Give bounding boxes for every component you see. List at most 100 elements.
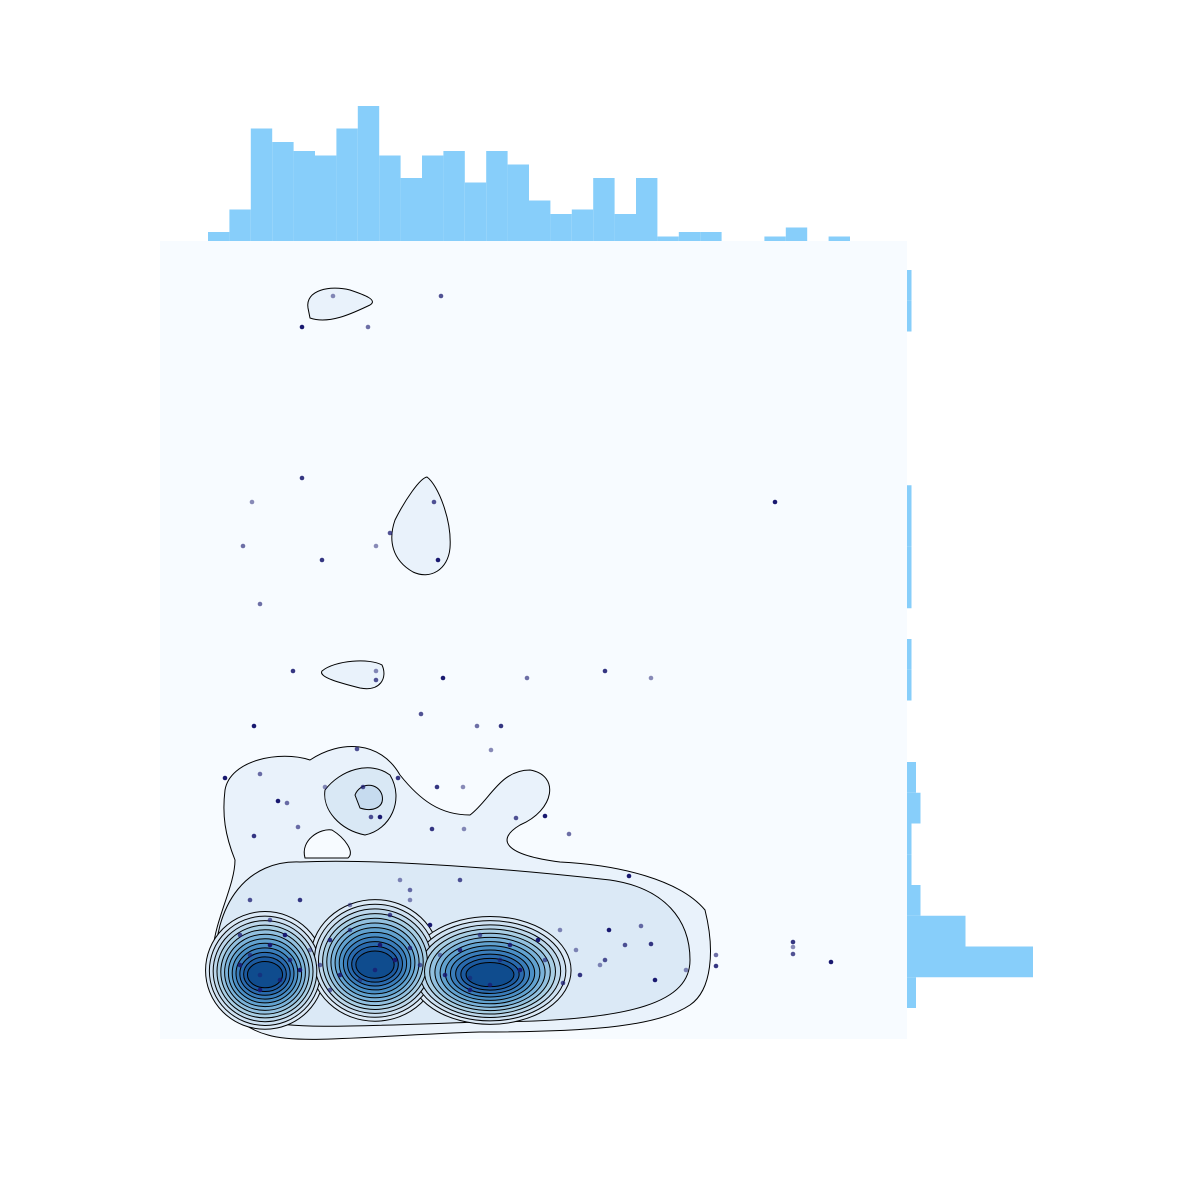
scatter-point (330, 293, 336, 299)
histogram-bar (907, 546, 912, 578)
histogram-bar (315, 155, 337, 241)
scatter-point (457, 947, 463, 953)
scatter-point (299, 475, 305, 481)
scatter-point (290, 668, 296, 674)
scatter-point (275, 798, 281, 804)
histogram-bar (657, 236, 679, 241)
scatter-point (626, 873, 632, 879)
contour (321, 660, 385, 690)
scatter-point (440, 675, 446, 681)
histogram-bar (907, 639, 912, 670)
scatter-point (237, 962, 243, 968)
scatter-point (240, 543, 246, 549)
scatter-point (372, 967, 378, 973)
scatter-point (257, 601, 263, 607)
scatter-point (457, 877, 463, 883)
histogram-bar (907, 669, 912, 701)
scatter-point (354, 746, 360, 752)
kde-contours (205, 287, 711, 1040)
histogram-bar (907, 300, 912, 332)
scatter-point (467, 987, 473, 993)
scatter-point (517, 967, 523, 973)
scatter-point (327, 937, 333, 943)
histogram-bar (907, 792, 921, 824)
scatter-point (434, 784, 440, 790)
scatter-point (267, 917, 273, 923)
scatter-point (477, 932, 483, 938)
scatter-point (790, 944, 796, 950)
scatter-point (790, 951, 796, 957)
contour (354, 784, 383, 810)
scatter-point (322, 784, 328, 790)
histogram-bar (593, 178, 615, 241)
histogram-bar (907, 577, 912, 609)
scatter-point (713, 963, 719, 969)
scatter-point (257, 771, 263, 777)
scatter-point (237, 932, 243, 938)
scatter-point (474, 723, 480, 729)
scatter-point (417, 962, 423, 968)
histogram-bar (614, 214, 636, 241)
scatter-point (497, 957, 503, 963)
contour (307, 287, 373, 321)
scatter-point (683, 967, 689, 973)
histogram-bar (907, 977, 916, 1008)
scatter-point (542, 957, 548, 963)
scatter-point (307, 947, 313, 953)
scatter-point (648, 941, 654, 947)
scatter-point (513, 815, 519, 821)
scatter-point (373, 543, 379, 549)
scatter-point (257, 987, 263, 993)
scatter-point (295, 824, 301, 830)
scatter-point (347, 927, 353, 933)
scatter-point (299, 324, 305, 330)
contour (303, 829, 351, 859)
scatter-point (828, 959, 834, 965)
histogram-bar (785, 227, 808, 241)
scatter-point (395, 775, 401, 781)
scatter-point (524, 675, 530, 681)
histogram-bar (208, 232, 230, 241)
scatter-point (429, 826, 435, 832)
scatter-point (297, 967, 303, 973)
scatter-point (360, 784, 366, 790)
histogram-bar (336, 128, 358, 241)
histogram-bar (529, 200, 551, 241)
scatter-point (407, 897, 413, 903)
histogram-bar (907, 270, 912, 301)
scatter-point (622, 942, 628, 948)
scatter-point (435, 557, 441, 563)
scatter-point (438, 293, 444, 299)
scatter-point (387, 912, 393, 918)
scatter-point (373, 677, 379, 683)
histogram-bar (507, 164, 529, 241)
scatter-point (442, 972, 448, 978)
scatter-point (460, 784, 466, 790)
histogram-bar (764, 236, 786, 241)
scatter-point (267, 942, 273, 948)
scatter-point (297, 897, 303, 903)
histogram-bar (357, 106, 380, 241)
histogram-bar (250, 128, 273, 241)
histogram-bar (636, 178, 658, 241)
scatter-point (282, 932, 288, 938)
scatter-point (487, 982, 493, 988)
scatter-point (437, 952, 443, 958)
histogram-bar (907, 915, 966, 947)
histogram-bar (828, 236, 850, 241)
histogram-bar (907, 854, 912, 885)
histogram-bar (486, 151, 508, 241)
scatter-point (566, 831, 572, 837)
scatter-point (407, 887, 413, 893)
scatter-point (284, 800, 290, 806)
scatter-point (535, 937, 541, 943)
histogram-bar (293, 151, 315, 241)
scatter-point (251, 833, 257, 839)
histogram-bar (550, 214, 572, 241)
scatter-point (222, 775, 228, 781)
scatter-point (347, 902, 353, 908)
histogram-bar (678, 232, 701, 241)
scatter-point (277, 977, 283, 983)
contour (355, 950, 395, 979)
